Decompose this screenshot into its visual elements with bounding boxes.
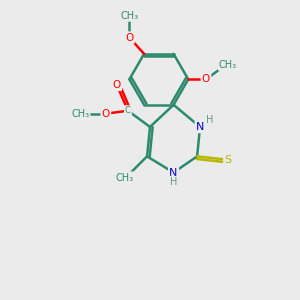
Text: CH₃: CH₃ xyxy=(116,172,134,183)
Text: O: O xyxy=(202,74,210,84)
Text: O: O xyxy=(125,33,134,43)
Text: CH₃: CH₃ xyxy=(219,60,237,70)
Text: O: O xyxy=(112,80,121,90)
Text: O: O xyxy=(102,109,110,119)
Text: N: N xyxy=(196,122,204,132)
Text: H: H xyxy=(170,177,177,187)
Text: H: H xyxy=(206,115,213,124)
Text: N: N xyxy=(169,168,178,178)
Text: CH₃: CH₃ xyxy=(120,11,139,21)
Text: S: S xyxy=(224,155,232,165)
Text: C: C xyxy=(125,106,131,115)
Text: CH₃: CH₃ xyxy=(71,109,89,119)
